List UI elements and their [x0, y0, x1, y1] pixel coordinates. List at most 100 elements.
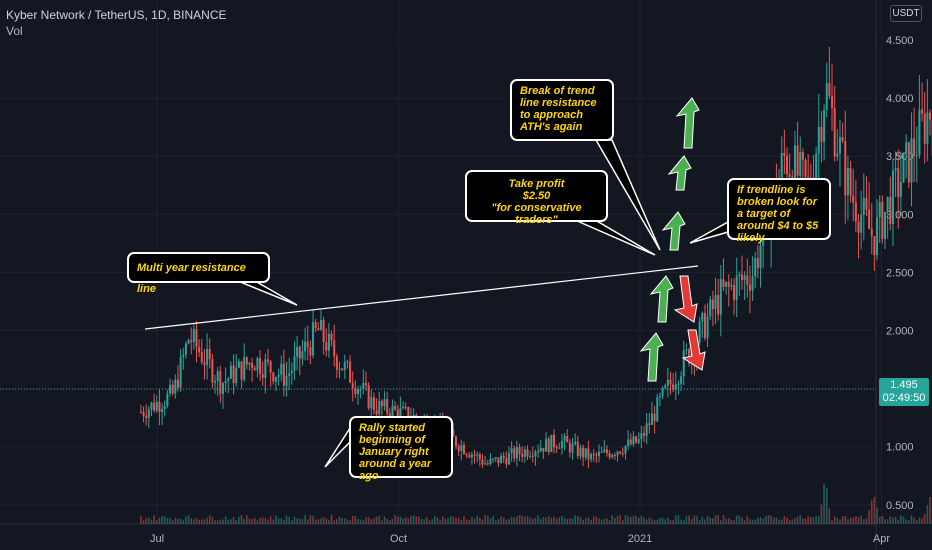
red-down-arrow	[673, 275, 698, 323]
volume-bar	[757, 517, 759, 524]
volume-bar	[577, 516, 579, 524]
candle-body	[910, 138, 913, 183]
volume-bar	[847, 519, 849, 524]
candle-body	[277, 374, 280, 377]
volume-bar	[667, 517, 669, 524]
volume-bar	[738, 515, 741, 524]
volume-bar	[640, 515, 643, 524]
volume-bar	[675, 515, 677, 524]
candle-body	[711, 299, 714, 310]
candle-body	[576, 441, 579, 456]
volume-bar	[693, 515, 696, 524]
candle-body	[563, 436, 566, 442]
candle-body	[147, 409, 150, 419]
x-tick-label: Apr	[873, 533, 890, 545]
y-tick-label: 4.500	[886, 35, 914, 47]
candle-body	[529, 455, 532, 457]
candle-body	[296, 346, 299, 357]
rally-callout-tail	[324, 422, 353, 468]
volume-bar	[810, 516, 812, 524]
volume-bar	[915, 520, 918, 524]
candle-body	[537, 451, 540, 453]
candle-body	[590, 454, 593, 460]
volume-bar	[534, 517, 537, 524]
candle-body	[605, 449, 608, 454]
candle-body	[666, 379, 669, 386]
break-callout: Break of trend line resistance to approa…	[510, 79, 614, 141]
candle-body	[245, 357, 248, 365]
volume-bar	[396, 516, 399, 524]
candle-body	[545, 438, 548, 452]
volume-bar	[468, 520, 471, 524]
volume-bar	[264, 517, 267, 524]
volume-bar	[720, 520, 722, 524]
volume-bar	[367, 517, 370, 524]
candle-body	[621, 453, 624, 455]
volume-bar	[148, 517, 150, 524]
volume-bar	[343, 518, 346, 524]
candle-body	[492, 458, 495, 460]
volume-bar	[243, 518, 245, 524]
volume-bar	[672, 520, 674, 524]
candle-body	[568, 442, 571, 453]
volume-bar	[481, 519, 484, 524]
candle-body	[836, 153, 839, 157]
candle-body	[460, 445, 463, 452]
volume-bar	[767, 515, 770, 524]
candle-body	[142, 412, 145, 416]
volume-bar	[500, 516, 502, 524]
volume-bar	[423, 519, 426, 524]
currency-button[interactable]: USDT	[890, 5, 922, 22]
candle-body	[521, 453, 524, 457]
last-price: 1.495	[890, 379, 918, 391]
candle-body	[378, 401, 381, 415]
volume-bar	[603, 518, 606, 524]
volume-bar	[441, 516, 444, 524]
volume-bar	[452, 516, 455, 524]
volume-bar	[362, 520, 365, 524]
candle-body	[314, 322, 317, 329]
volume-bar	[606, 518, 608, 524]
volume-bar	[876, 507, 878, 524]
candle-body	[523, 449, 526, 457]
candle-body	[343, 362, 346, 371]
resistance-callout-text: Multi year resistance line	[137, 262, 246, 295]
volume-bar	[161, 516, 163, 524]
volume-bar	[852, 517, 855, 524]
candle-body	[497, 457, 500, 464]
volume-bar	[881, 515, 884, 524]
candle-body	[391, 406, 394, 419]
candle-body	[876, 217, 879, 255]
volume-bar	[870, 500, 873, 524]
volume-bar	[267, 519, 269, 524]
volume-bar	[261, 517, 264, 524]
volume-bar	[571, 518, 574, 524]
candle-body	[846, 167, 849, 196]
candle-body	[635, 436, 638, 443]
y-tick-label: 2.500	[886, 267, 914, 279]
candle-body	[169, 384, 172, 394]
candle-body	[801, 152, 804, 161]
volume-bar	[574, 515, 576, 524]
volume-bar	[627, 516, 629, 524]
candle-body	[870, 228, 873, 237]
candle-body	[486, 463, 489, 465]
volume-bar	[817, 516, 820, 524]
volume-bar	[886, 519, 889, 524]
candle-body	[364, 382, 367, 386]
volume-bar	[412, 515, 415, 524]
candle-body	[854, 202, 857, 222]
candle-body	[595, 454, 598, 456]
volume-bar	[428, 520, 431, 524]
volume-bar	[505, 519, 508, 524]
volume-bar	[166, 517, 169, 524]
candle-body	[722, 279, 725, 287]
volume-bar	[770, 515, 772, 524]
candle-body	[603, 449, 606, 452]
volume-bar	[140, 516, 142, 524]
candle-body	[208, 348, 211, 360]
candle-body	[354, 388, 357, 395]
take-profit-value: $2.50	[522, 190, 551, 202]
volume-bar	[293, 516, 296, 524]
candle-body	[915, 155, 918, 157]
